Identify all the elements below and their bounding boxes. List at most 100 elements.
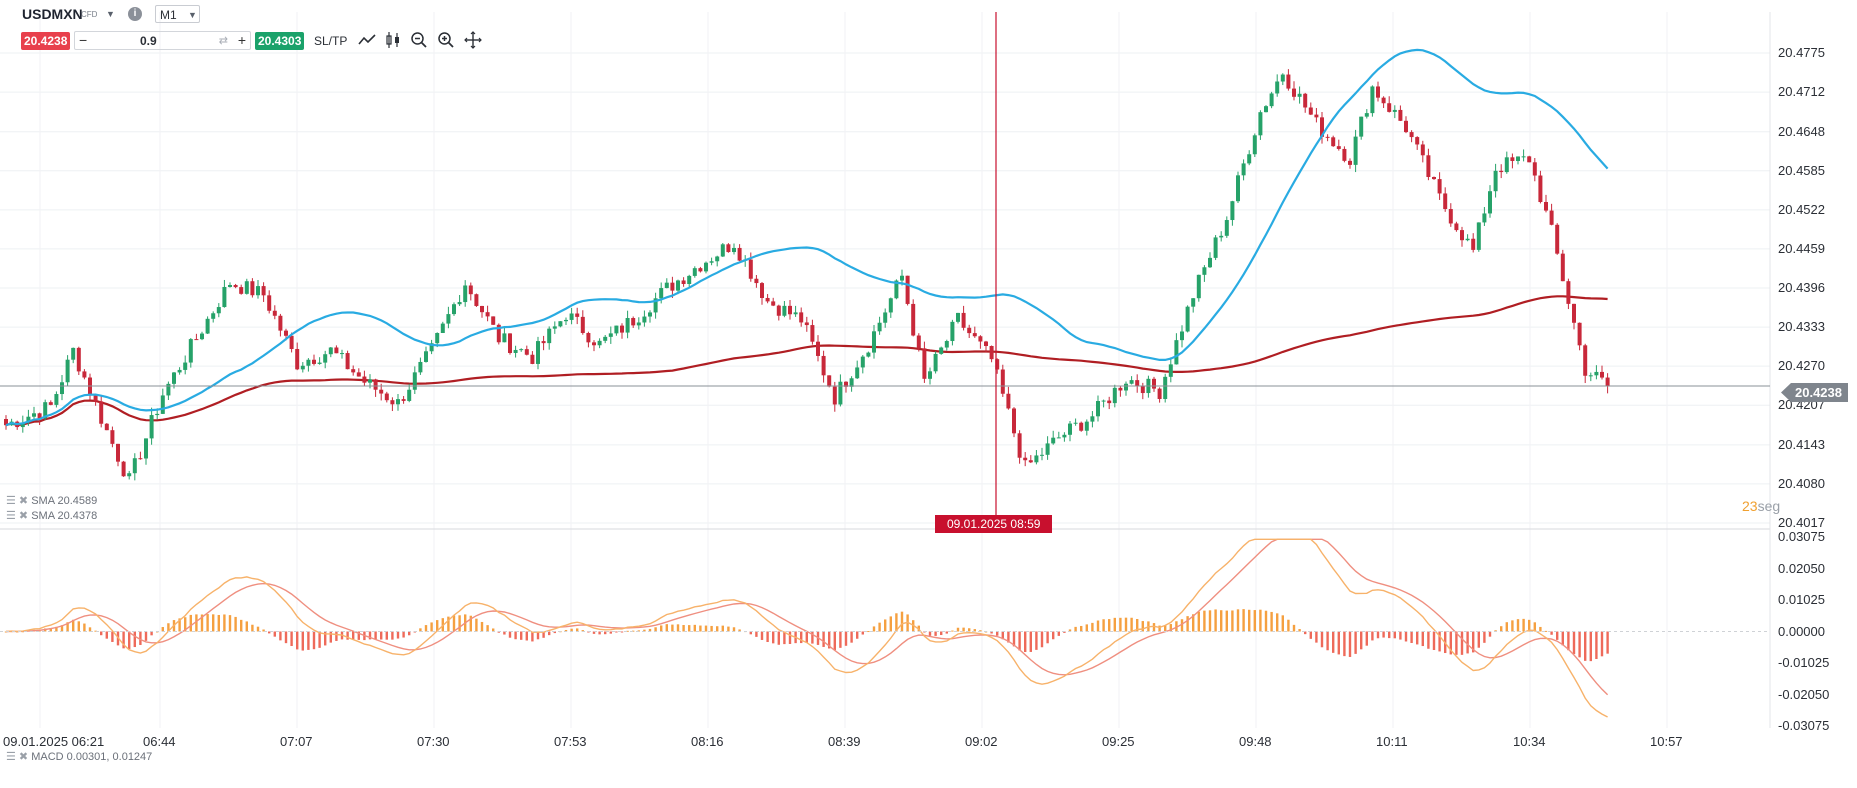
candle [200, 331, 204, 341]
quantity-stepper[interactable]: − 0.9 ⇄ + [74, 31, 251, 50]
candle-body [60, 382, 64, 395]
sma-slow-legend[interactable]: ☰ ✖ SMA 20.4378 [6, 509, 97, 522]
increase-button[interactable]: + [237, 32, 246, 48]
macd-histogram-bar [609, 631, 612, 634]
candle-body [1101, 400, 1106, 402]
crosshair-icon[interactable] [463, 30, 483, 50]
candle [855, 360, 860, 379]
candle [1118, 386, 1123, 397]
candle [972, 326, 977, 338]
candle-body [166, 383, 171, 396]
candle-body [547, 328, 552, 344]
toolbar: USDMXN CFD ▼ i M1 ▼ 20.4238 − 0.9 ⇄ + 20… [0, 0, 560, 60]
macd-histogram-bar [1057, 631, 1060, 636]
candle [356, 368, 361, 377]
sell-price-button[interactable]: 20.4238 [21, 32, 71, 50]
macd-histogram-bar [811, 631, 814, 644]
macd-histogram-bar [990, 631, 993, 634]
decrease-button[interactable]: − [79, 32, 88, 48]
candle-body [144, 438, 148, 459]
symbol-dropdown-icon[interactable]: ▼ [106, 9, 115, 19]
candle [1420, 140, 1425, 163]
candle-body [1320, 117, 1324, 137]
buy-price-button[interactable]: 20.4303 [255, 32, 305, 50]
candle [653, 292, 658, 319]
candle [844, 381, 848, 393]
candle-body [1152, 378, 1156, 389]
swap-icon[interactable]: ⇄ [218, 35, 228, 47]
candle-body [670, 282, 675, 291]
candle-body [1056, 437, 1061, 439]
macd-histogram-bar [105, 631, 108, 639]
macd-histogram-bar [1539, 626, 1542, 632]
candle-body [1168, 364, 1173, 377]
line-chart-icon[interactable] [357, 30, 377, 50]
macd-histogram-bar [1488, 631, 1492, 637]
candle-body [1471, 238, 1476, 250]
macd-histogram-bar [279, 631, 282, 641]
zoom-out-icon[interactable] [409, 30, 429, 50]
candle [65, 355, 70, 387]
macd-histogram-bar [1164, 625, 1167, 632]
legend-menu-icon[interactable]: ☰ ✖ [6, 751, 29, 763]
candle [1448, 203, 1453, 227]
macd-histogram-bar [632, 630, 635, 632]
sma-fast-legend[interactable]: ☰ ✖ SMA 20.4589 [6, 494, 97, 507]
candle-body [692, 268, 697, 276]
info-icon[interactable]: i [128, 7, 142, 21]
macd-histogram-bar [1410, 631, 1413, 643]
macd-histogram-bar [660, 625, 663, 632]
candle [1566, 278, 1571, 310]
candle-body [855, 367, 860, 379]
legend-menu-icon[interactable]: ☰ ✖ [6, 510, 29, 522]
candle-body [765, 297, 770, 302]
quantity-input[interactable]: 0.9 [140, 34, 157, 48]
macd-histogram-bar [1130, 617, 1133, 632]
zoom-in-icon[interactable] [436, 30, 456, 50]
candle [1023, 452, 1028, 467]
candle [418, 357, 423, 375]
macd-histogram-bar [66, 622, 69, 632]
macd-histogram-bar [408, 631, 411, 636]
macd-histogram-bar [1024, 631, 1027, 653]
macd-histogram-bar [1427, 631, 1430, 649]
candle [597, 338, 602, 349]
candle-body [1516, 156, 1520, 161]
candle-body [799, 312, 804, 323]
macd-histogram-bar [1018, 631, 1021, 651]
candle [1572, 303, 1576, 330]
candle-body [513, 349, 518, 353]
candle [1140, 382, 1145, 400]
candle [239, 284, 244, 295]
legend-menu-icon[interactable]: ☰ ✖ [6, 495, 29, 507]
candle-body [883, 312, 888, 323]
candle-body [1129, 380, 1134, 384]
symbol-label[interactable]: USDMXN [22, 6, 83, 22]
macd-histogram-bar [72, 619, 75, 632]
candle-body [37, 413, 42, 419]
macd-histogram-bar [856, 631, 859, 639]
candle [317, 357, 322, 365]
macd-histogram-bar [430, 622, 433, 632]
candle [1336, 139, 1341, 151]
macd-histogram-bar [1192, 614, 1195, 632]
macd-tick-label: 0.01025 [1778, 592, 1825, 607]
candle [513, 345, 518, 358]
candle-body [127, 473, 132, 477]
timeframe-select[interactable]: M1 ▼ [155, 5, 200, 23]
candle [312, 354, 316, 366]
candle [603, 335, 608, 344]
candle-body [558, 321, 563, 327]
candlestick-icon[interactable] [384, 30, 404, 50]
macd-histogram-bar [1080, 625, 1083, 632]
macd-histogram-bar [682, 625, 685, 632]
candle-body [928, 371, 932, 379]
candle [922, 341, 927, 383]
macd-histogram-bar [1124, 617, 1128, 632]
candle-body [642, 316, 647, 323]
sltp-button[interactable]: SL/TP [314, 34, 348, 48]
macd-legend[interactable]: ☰ ✖ MACD 0.00301, 0.01247 [6, 750, 152, 763]
candle-body [1577, 322, 1582, 346]
candle [1320, 111, 1324, 144]
